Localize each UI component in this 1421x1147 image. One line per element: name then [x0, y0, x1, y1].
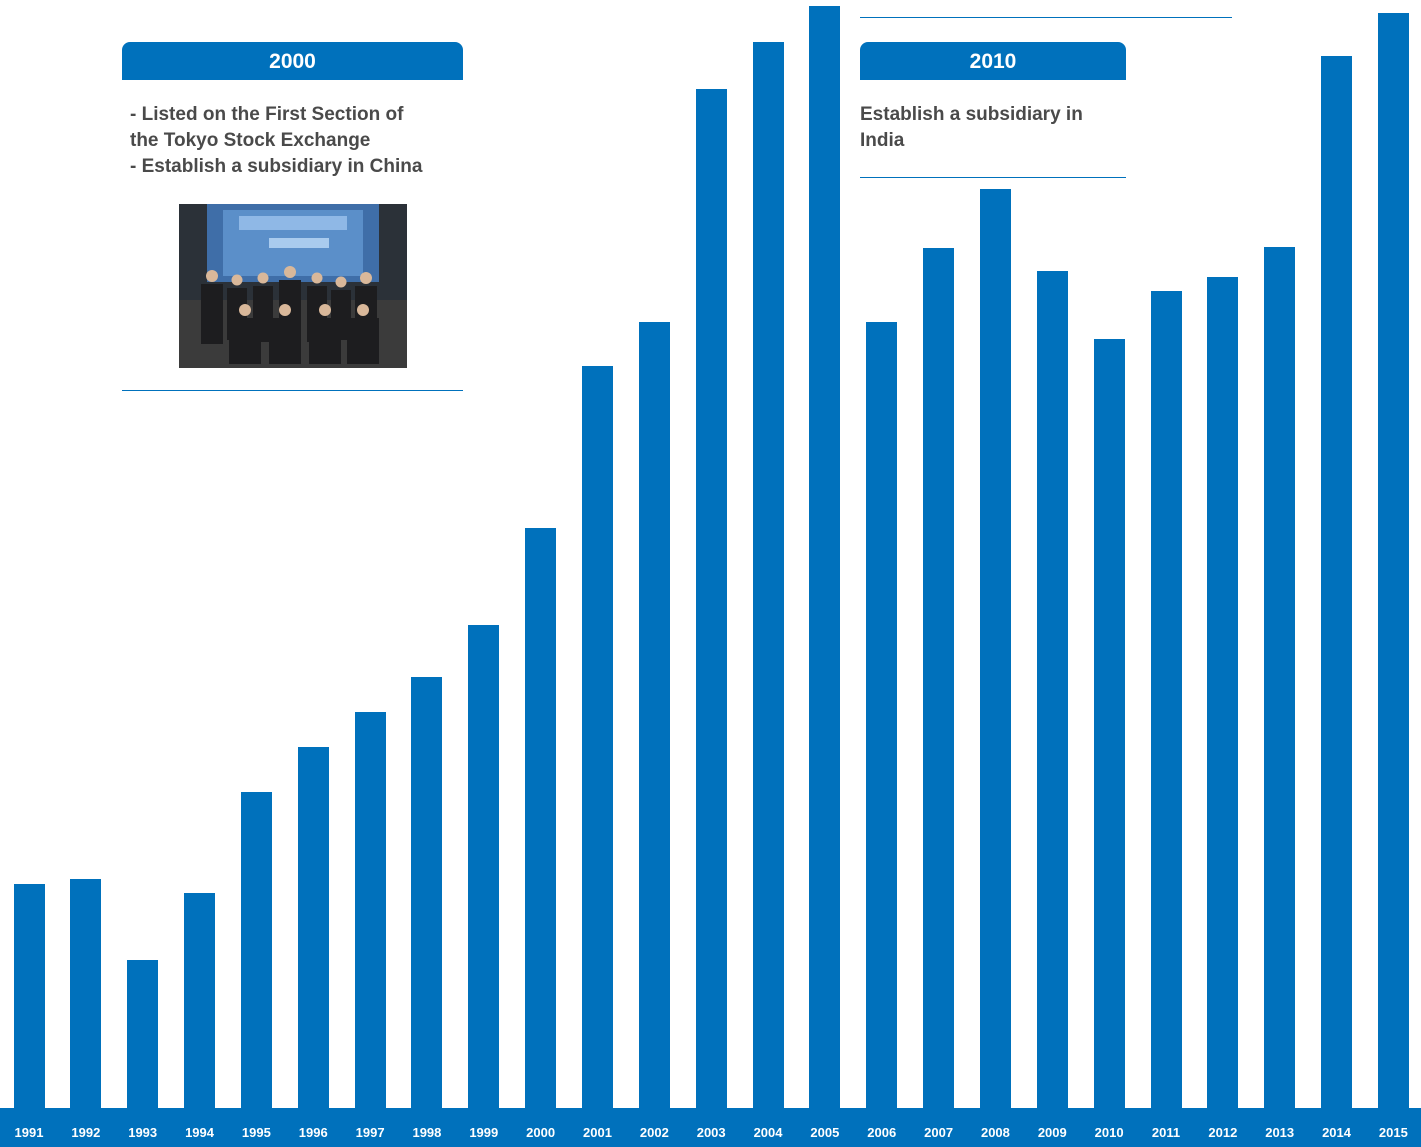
bar-2014: [1321, 56, 1353, 1108]
bar-2007: [923, 248, 955, 1108]
bar-2011: [1150, 291, 1182, 1108]
milestone-line: - Establish a subsidiary in China: [130, 156, 423, 177]
milestone-2000: 2000 - Listed on the First Section of th…: [122, 42, 463, 180]
divider-2010: [860, 177, 1126, 178]
bar-2000: [525, 528, 557, 1108]
x-tick-label-2007: 2007: [924, 1125, 954, 1140]
x-tick-label-2012: 2012: [1208, 1125, 1238, 1140]
x-tick-label-2002: 2002: [639, 1125, 669, 1140]
bar-2001: [582, 366, 613, 1108]
bar-2015: [1377, 13, 1409, 1108]
x-tick-label-1995: 1995: [241, 1125, 271, 1140]
x-tick-label-2003: 2003: [696, 1125, 726, 1140]
x-tick-label-2009: 2009: [1037, 1125, 1067, 1140]
bar-2002: [638, 322, 670, 1108]
milestone-description: - Listed on the First Section of the Tok…: [130, 102, 463, 180]
x-tick-label-1996: 1996: [298, 1125, 328, 1140]
milestone-line: - Listed on the First Section of: [130, 104, 404, 125]
milestone-2010: 2010 Establish a subsidiary in India: [860, 42, 1126, 154]
x-tick-label-2011: 2011: [1151, 1125, 1181, 1140]
x-tick-label-1998: 1998: [412, 1125, 442, 1140]
x-tick-label-1991: 1991: [14, 1125, 44, 1140]
x-tick-label-1997: 1997: [355, 1125, 385, 1140]
bar-2006: [866, 322, 898, 1108]
x-tick-label-2013: 2013: [1265, 1125, 1295, 1140]
bar-2003: [695, 89, 727, 1108]
bar-2012: [1207, 277, 1239, 1108]
x-tick-label-2008: 2008: [980, 1125, 1010, 1140]
milestone-line: India: [860, 130, 905, 151]
x-axis-band: [0, 1108, 1421, 1147]
x-tick-label-2015: 2015: [1378, 1125, 1408, 1140]
x-tick-label-1999: 1999: [469, 1125, 499, 1140]
divider-2000: [122, 390, 463, 391]
x-tick-label-1993: 1993: [128, 1125, 158, 1140]
divider-top-2010: [860, 17, 1232, 18]
bar-1998: [411, 677, 443, 1108]
bar-1996: [297, 747, 329, 1108]
milestone-year-tab: 2000: [122, 42, 463, 80]
bar-1997: [354, 712, 386, 1108]
x-tick-label-1992: 1992: [71, 1125, 101, 1140]
bar-2010: [1093, 339, 1125, 1108]
milestone-line: the Tokyo Stock Exchange: [130, 130, 371, 151]
bar-1994: [184, 893, 216, 1108]
x-tick-label-1994: 1994: [185, 1125, 214, 1140]
x-tick-label-2001: 2001: [583, 1125, 612, 1140]
bar-1992: [70, 879, 102, 1108]
x-tick-label-2004: 2004: [753, 1125, 783, 1140]
bar-1995: [240, 792, 272, 1108]
x-tick-label-2005: 2005: [810, 1125, 840, 1140]
bar-2013: [1264, 247, 1296, 1108]
bar-2004: [752, 42, 784, 1108]
x-tick-label-2006: 2006: [867, 1125, 897, 1140]
group-photo: [179, 204, 407, 368]
bar-1999: [468, 625, 500, 1108]
bar-1991: [13, 884, 45, 1108]
bar-2009: [1036, 271, 1068, 1108]
bar-2008: [979, 189, 1011, 1108]
milestone-year-tab: 2010: [860, 42, 1126, 80]
x-tick-label-2010: 2010: [1094, 1125, 1124, 1140]
x-tick-label-2000: 2000: [526, 1125, 556, 1140]
bar-1993: [127, 960, 159, 1108]
bar-2005: [809, 6, 841, 1108]
milestone-description: Establish a subsidiary in India: [860, 102, 1126, 154]
x-tick-label-2014: 2014: [1322, 1125, 1351, 1140]
milestone-line: Establish a subsidiary in: [860, 104, 1083, 125]
